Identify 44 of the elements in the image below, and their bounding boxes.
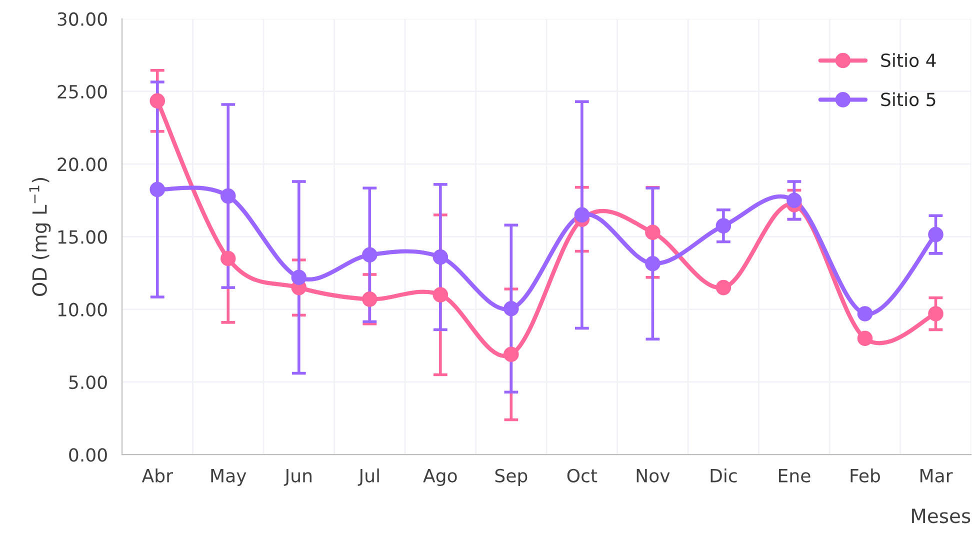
point xyxy=(150,93,166,109)
point xyxy=(857,306,873,322)
y-tick-label: 20.00 xyxy=(58,158,107,172)
x-tick-label: Nov xyxy=(636,469,670,482)
point xyxy=(220,188,236,204)
y-tick-label: 15.00 xyxy=(58,230,107,244)
y-tick-label: 25.00 xyxy=(58,84,107,99)
x-tick-label: Jun xyxy=(284,469,312,486)
x-tick-label: Feb xyxy=(850,468,880,482)
point xyxy=(291,270,307,286)
point xyxy=(504,300,519,316)
x-tick-label: Dic xyxy=(710,468,737,482)
x-tick-label: May xyxy=(211,469,246,486)
x-tick-label: Jul xyxy=(358,468,379,486)
y-tick-label: 10.00 xyxy=(58,302,107,316)
y-tick-label: 0.00 xyxy=(69,448,107,462)
y-tick-label: 30.00 xyxy=(58,12,107,26)
point xyxy=(786,192,802,208)
point xyxy=(928,306,944,322)
point xyxy=(857,330,873,346)
y-tick-label: 5.00 xyxy=(69,375,107,390)
point xyxy=(716,280,732,296)
legend-label: Sitio 5 xyxy=(881,92,936,106)
x-axis-title: Meses xyxy=(912,508,970,524)
x-tick-label: Ago xyxy=(423,469,457,486)
point xyxy=(645,256,660,272)
point xyxy=(574,207,590,223)
point xyxy=(504,346,519,362)
point xyxy=(150,182,166,198)
point xyxy=(362,292,378,307)
point xyxy=(432,287,448,302)
point xyxy=(220,250,236,266)
y-axis-title: OD (mg L$^{−1}$) xyxy=(29,178,51,296)
point xyxy=(645,224,660,240)
point xyxy=(362,247,378,263)
point xyxy=(432,249,448,265)
legend-label: Sitio 4 xyxy=(881,53,936,68)
x-tick-label: Oct xyxy=(567,468,598,482)
x-tick-label: Sep xyxy=(495,468,528,486)
x-tick-label: Ene xyxy=(779,469,810,482)
point xyxy=(716,218,732,234)
x-tick-label: Abr xyxy=(142,468,173,482)
point xyxy=(928,226,944,242)
x-tick-label: Mar xyxy=(920,469,953,482)
